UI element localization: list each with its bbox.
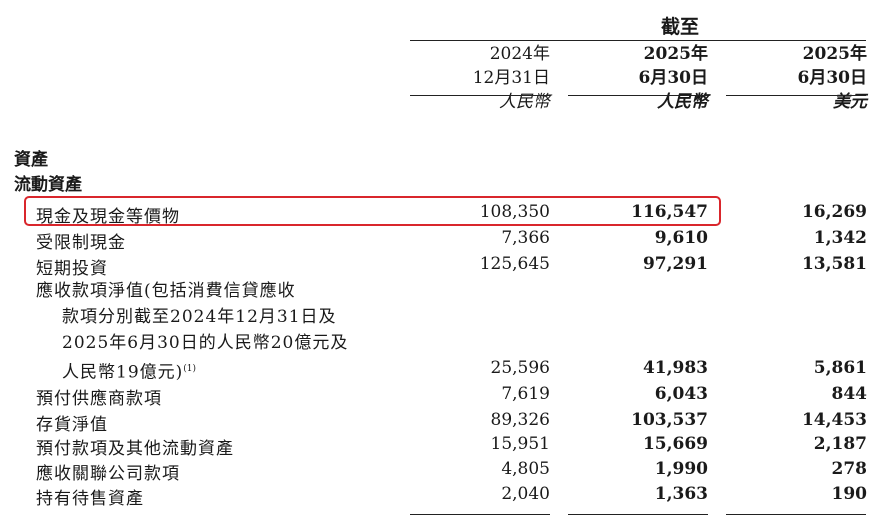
column-header-2024: 2024年 12月31日 人民幣 xyxy=(473,42,550,114)
value-2025-rmb: 97,291 xyxy=(642,254,708,274)
column-date: 6月30日 xyxy=(797,68,868,88)
bottom-rule-col2 xyxy=(568,514,708,515)
value-2025-rmb: 103,537 xyxy=(631,410,708,430)
table-row: 存貨淨值 89,326 103,537 14,453 xyxy=(0,408,889,435)
header-rule-col2 xyxy=(568,95,708,96)
table-row: 預付款項及其他流動資產 15,951 15,669 2,187 xyxy=(0,432,889,459)
footnote-marker: (1) xyxy=(183,364,197,374)
value-2025-usd: 190 xyxy=(831,484,868,504)
value-2025-rmb: 116,547 xyxy=(631,202,708,222)
value-2025-usd: 14,453 xyxy=(801,410,867,430)
highlight-box xyxy=(24,196,721,226)
value-2025-usd: 13,581 xyxy=(801,254,867,274)
value-2025-usd: 844 xyxy=(831,384,868,404)
value-2024: 15,951 xyxy=(490,434,550,454)
value-2024: 4,805 xyxy=(501,459,550,479)
table-row: 受限制現金 7,366 9,610 1,342 xyxy=(0,226,889,253)
row-label: 受限制現金 xyxy=(36,233,126,253)
value-2024: 25,596 xyxy=(490,358,550,378)
bottom-rule-col3 xyxy=(726,514,866,515)
as-at-label: 截至 xyxy=(660,16,699,38)
row-label: 短期投資 xyxy=(36,259,108,279)
value-2025-rmb: 6,043 xyxy=(654,384,708,404)
row-label: 應收關聯公司款項 xyxy=(36,464,180,484)
value-2024: 2,040 xyxy=(501,484,550,504)
column-currency: 美元 xyxy=(833,92,867,112)
column-currency: 人民幣 xyxy=(499,92,550,112)
row-label-line: 2025年6月30日的人民幣20億元及 xyxy=(62,333,349,353)
column-header-2025-rmb: 2025年 6月30日 人民幣 xyxy=(639,42,709,114)
row-label: 持有待售資產 xyxy=(36,489,144,509)
value-2025-rmb: 1,990 xyxy=(654,459,708,479)
table-row: 持有待售資產 2,040 1,363 190 xyxy=(0,482,889,509)
value-2024: 125,645 xyxy=(479,254,550,274)
column-year: 2025年 xyxy=(643,44,708,64)
value-2025-usd: 278 xyxy=(831,459,868,479)
column-date: 6月30日 xyxy=(638,68,709,88)
section-assets: 資產 xyxy=(14,150,48,170)
value-2024: 7,619 xyxy=(501,384,550,404)
header-rule-top xyxy=(410,40,866,41)
value-2025-rmb: 41,983 xyxy=(642,358,708,378)
column-year: 2024年 xyxy=(489,44,550,64)
table-row: 現金及現金等價物 108,350 116,547 16,269 xyxy=(0,200,889,227)
row-label: 預付供應商款項 xyxy=(36,389,162,409)
value-2024: 89,326 xyxy=(490,410,550,430)
value-2025-usd: 1,342 xyxy=(813,228,867,248)
section-current-assets: 流動資產 xyxy=(14,175,82,195)
row-label: 現金及現金等價物 xyxy=(36,207,180,227)
value-2025-usd: 16,269 xyxy=(801,202,867,222)
value-2024: 7,366 xyxy=(501,228,550,248)
row-label-line: 人民幣19億元) xyxy=(62,362,184,383)
row-label: 預付款項及其他流動資產 xyxy=(36,439,234,459)
table-row: 預付供應商款項 7,619 6,043 844 xyxy=(0,382,889,409)
row-label-line: 款項分別截至2024年12月31日及 xyxy=(62,307,337,327)
value-2025-usd: 5,861 xyxy=(813,358,867,378)
column-year: 2025年 xyxy=(802,44,867,64)
value-2025-rmb: 9,610 xyxy=(654,228,708,248)
value-2025-rmb: 1,363 xyxy=(654,484,708,504)
column-date: 12月31日 xyxy=(472,68,550,88)
value-2025-rmb: 15,669 xyxy=(642,434,708,454)
table-row: 應收關聯公司款項 4,805 1,990 278 xyxy=(0,457,889,484)
row-label: 存貨淨值 xyxy=(36,415,108,435)
bottom-rule-col1 xyxy=(410,514,550,515)
value-2025-usd: 2,187 xyxy=(813,434,867,454)
table-row: 25,596 41,983 5,861 xyxy=(0,356,889,382)
header-rule-col3 xyxy=(726,95,866,96)
column-currency: 人民幣 xyxy=(657,92,708,112)
table-row: 短期投資 125,645 97,291 13,581 xyxy=(0,252,889,279)
header-rule-col1 xyxy=(410,95,550,96)
value-2024: 108,350 xyxy=(479,202,550,222)
as-at-header: 截至 xyxy=(0,8,889,38)
column-header-2025-usd: 2025年 6月30日 美元 xyxy=(798,42,868,114)
row-label-line: 應收款項淨值(包括消費信貸應收 xyxy=(36,281,296,301)
row-label-multiline: 應收款項淨值(包括消費信貸應收 款項分別截至2024年12月31日及 2025年… xyxy=(36,278,348,386)
